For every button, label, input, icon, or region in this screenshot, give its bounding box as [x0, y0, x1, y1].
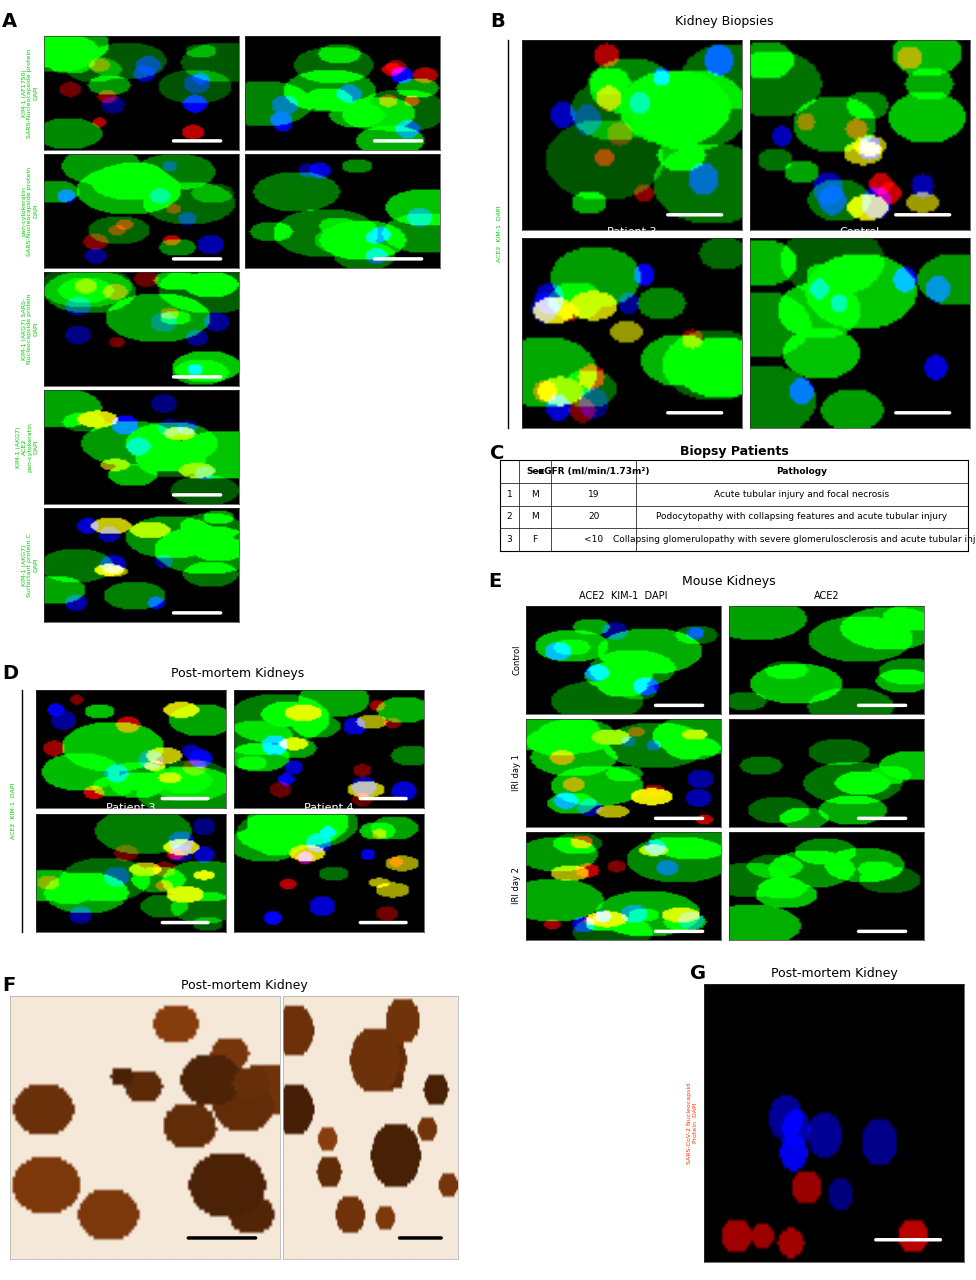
Title: Control: Control [840, 228, 880, 237]
Text: ACE2  KIM-1  DAPI: ACE2 KIM-1 DAPI [12, 783, 17, 840]
Title: Patient 1: Patient 1 [607, 29, 657, 40]
Text: KIM-1 (AKG7)
ACE2
pan-cytokeratin
DAPI: KIM-1 (AKG7) ACE2 pan-cytokeratin DAPI [16, 422, 38, 472]
Text: Mouse Kidneys: Mouse Kidneys [682, 576, 776, 589]
Title: Patient 4: Patient 4 [305, 804, 354, 813]
Text: Biopsy Patients: Biopsy Patients [679, 445, 789, 458]
Title: Patient 3: Patient 3 [106, 804, 156, 813]
Text: D: D [2, 664, 19, 684]
Title: Patient 1: Patient 1 [106, 680, 156, 689]
Text: KIM-1 (AKG7)
Surfactant protein C
DAPI: KIM-1 (AKG7) Surfactant protein C DAPI [21, 534, 38, 596]
Text: eGFR (ml/min/1.73m²): eGFR (ml/min/1.73m²) [538, 467, 649, 476]
Text: M: M [531, 512, 539, 521]
Text: M: M [531, 490, 539, 499]
Title: Patient 2: Patient 2 [835, 29, 885, 40]
Text: Collapsing glomerulopathy with severe glomerulosclerosis and acute tubular injur: Collapsing glomerulopathy with severe gl… [613, 535, 976, 544]
Text: Patient 1 Lung: Patient 1 Lung [97, 22, 186, 35]
Text: A: A [2, 12, 18, 31]
Text: B: B [490, 12, 505, 31]
Text: SARS-CoV-2 Nucleocapsid
Protein  DAPI: SARS-CoV-2 Nucleocapsid Protein DAPI [687, 1083, 698, 1164]
Text: 1: 1 [507, 490, 512, 499]
Text: ACE2: ACE2 [814, 591, 839, 602]
Text: <10: <10 [584, 535, 603, 544]
Text: pan-cytokeratin
SARS-Nucleocapside protein
DAPI: pan-cytokeratin SARS-Nucleocapside prote… [21, 166, 38, 256]
Text: 19: 19 [588, 490, 599, 499]
Text: KIM-1 (AF1750)
SARS-Nucleocapside protein
DAPI: KIM-1 (AF1750) SARS-Nucleocapside protei… [21, 49, 38, 137]
Title: Patient 3: Patient 3 [607, 228, 657, 237]
Text: Sex: Sex [526, 467, 545, 476]
Text: Post-mortem Kidney: Post-mortem Kidney [771, 968, 897, 980]
Text: 3: 3 [507, 535, 512, 544]
Text: 20: 20 [588, 512, 599, 521]
Text: G: G [690, 964, 706, 983]
Text: Acute tubular injury and focal necrosis: Acute tubular injury and focal necrosis [714, 490, 889, 499]
Text: E: E [488, 572, 502, 591]
Text: Patient 2 Lung: Patient 2 Lung [298, 22, 387, 35]
Text: 2: 2 [507, 512, 512, 521]
Text: IRI day 2: IRI day 2 [512, 868, 521, 905]
Text: Post-mortem Kidneys: Post-mortem Kidneys [171, 667, 305, 681]
Text: F: F [2, 975, 16, 995]
Text: IRI day 1: IRI day 1 [512, 755, 521, 791]
Text: F: F [533, 535, 538, 544]
Text: ACE2  KIM-1  DAPI: ACE2 KIM-1 DAPI [579, 591, 668, 602]
Title: Patient 2: Patient 2 [305, 680, 354, 689]
Text: C: C [490, 444, 505, 463]
Text: Podocytopathy with collapsing features and acute tubular injury: Podocytopathy with collapsing features a… [656, 512, 948, 521]
Text: Pathology: Pathology [776, 467, 828, 476]
Text: KIM-1 (AKG7) SARS-
Nucleocapside protein
DAPI: KIM-1 (AKG7) SARS- Nucleocapside protein… [21, 293, 38, 365]
Text: Post-mortem Kidney: Post-mortem Kidney [181, 979, 307, 992]
Text: ACE2  KIM-1  DAPI: ACE2 KIM-1 DAPI [498, 206, 503, 262]
Text: Kidney Biopsies: Kidney Biopsies [674, 15, 773, 28]
Text: Control: Control [512, 645, 521, 676]
